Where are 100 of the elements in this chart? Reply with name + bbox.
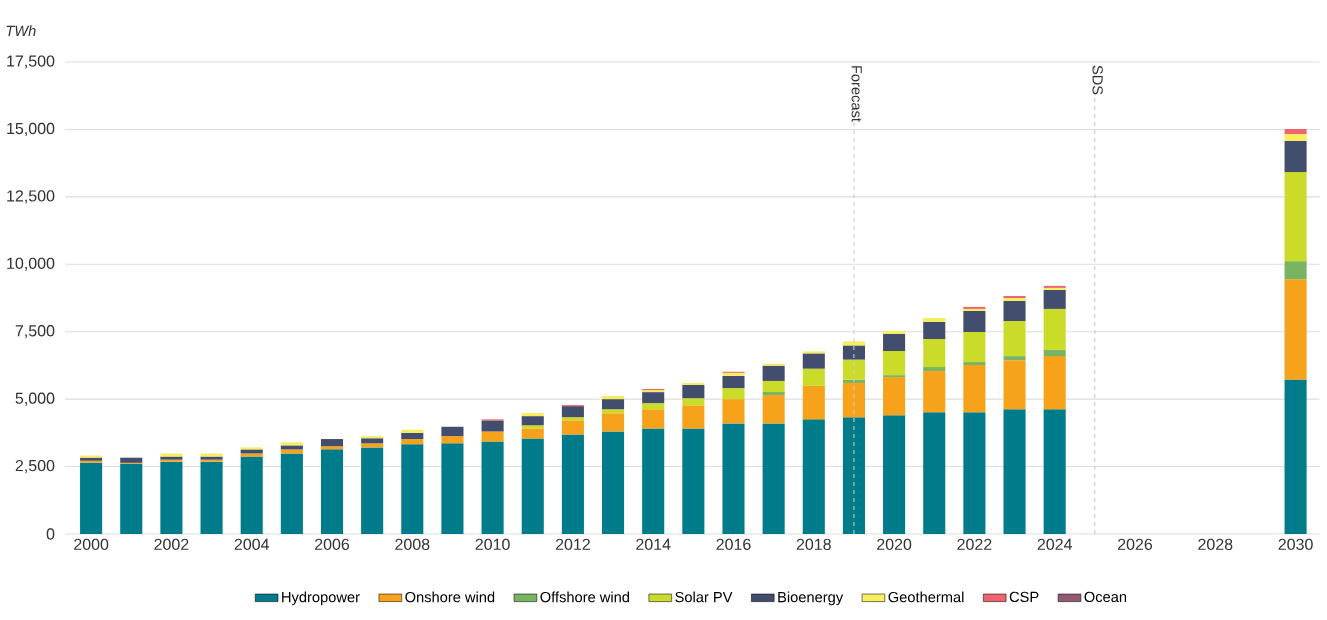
bar	[1284, 141, 1307, 173]
bar	[361, 436, 384, 439]
bar	[883, 375, 906, 378]
x-tick-label: 2028	[1198, 538, 1233, 551]
bar	[320, 439, 344, 447]
x-tick-label: 2022	[957, 538, 992, 551]
bar	[642, 409, 665, 429]
bar	[120, 457, 143, 463]
bar	[762, 380, 785, 392]
bar	[602, 396, 625, 400]
legend-label: Ocean	[1084, 591, 1127, 603]
bar	[521, 428, 544, 439]
x-tick-label: 2016	[716, 538, 751, 551]
bar	[481, 420, 504, 432]
bar	[200, 461, 223, 534]
bar	[883, 334, 906, 351]
x-tick-label: 2004	[234, 538, 270, 551]
bar	[802, 353, 825, 369]
bar	[682, 405, 705, 429]
bar	[361, 443, 384, 448]
y-tick-label: 2,500	[15, 459, 55, 474]
bar	[762, 363, 785, 366]
bar	[1003, 356, 1026, 361]
bar	[441, 436, 464, 444]
bar	[1284, 129, 1307, 134]
x-tick-label: 2006	[315, 538, 350, 551]
bar	[842, 382, 865, 418]
x-tick-label: 2020	[877, 538, 912, 551]
x-tick-label: 2030	[1278, 538, 1313, 551]
bar	[120, 463, 143, 534]
bar	[521, 438, 544, 534]
bar	[682, 428, 705, 534]
bar	[561, 434, 584, 534]
bar	[722, 399, 745, 424]
bar	[802, 351, 825, 354]
bar	[923, 317, 946, 322]
bar	[642, 428, 665, 534]
bar	[481, 441, 504, 534]
bar	[1284, 379, 1307, 534]
legend-label: Offshore wind	[540, 591, 630, 603]
y-tick-label: 15,000	[7, 122, 55, 137]
bar	[802, 368, 825, 386]
bar	[883, 377, 906, 416]
bar	[682, 384, 705, 399]
bar	[802, 385, 825, 420]
bar	[963, 362, 986, 366]
bar	[401, 439, 424, 445]
bar	[883, 415, 906, 534]
bar	[1003, 409, 1026, 534]
bar	[883, 331, 906, 334]
x-tick-label: 2014	[636, 538, 671, 551]
bar	[963, 365, 986, 413]
bar	[602, 431, 625, 534]
bar	[1043, 409, 1066, 534]
y-tick-label: 10,000	[7, 257, 55, 271]
bar	[923, 321, 946, 339]
bar	[1284, 172, 1307, 262]
bar	[842, 341, 865, 346]
x-tick-label: 2008	[395, 538, 430, 551]
bar	[642, 392, 665, 404]
bar	[923, 371, 946, 413]
y-tick-label: 0	[46, 528, 55, 540]
bar	[441, 426, 464, 437]
bar	[240, 456, 263, 534]
bar	[963, 331, 986, 363]
bar	[280, 442, 303, 446]
x-tick-label: 2002	[154, 538, 189, 551]
legend-label: Bioenergy	[778, 591, 844, 606]
y-tick-label: 5,000	[15, 392, 55, 406]
bar	[481, 431, 504, 442]
bar	[762, 365, 785, 381]
bar	[842, 359, 865, 380]
bar	[240, 449, 263, 454]
y-tick-label: 7,500	[15, 325, 55, 339]
x-tick-label: 2024	[1037, 538, 1073, 551]
bar	[280, 445, 303, 450]
bar	[361, 447, 384, 534]
legend-label: Geothermal	[888, 591, 964, 603]
bar	[561, 406, 584, 418]
bar	[602, 409, 625, 414]
y-tick-label: 17,500	[7, 55, 55, 69]
bar	[842, 345, 865, 360]
bar	[561, 420, 584, 435]
bar	[320, 449, 344, 534]
legend-label: Solar PV	[675, 591, 733, 603]
x-tick-label: 2000	[74, 538, 109, 551]
bar	[602, 399, 625, 410]
bar	[401, 444, 424, 534]
y-axis-title: TWh	[6, 25, 36, 36]
bar	[1043, 289, 1066, 309]
bar	[802, 419, 825, 534]
x-tick-label: 2018	[796, 538, 831, 551]
bar	[401, 432, 424, 440]
bar	[1043, 350, 1066, 357]
bar	[762, 423, 785, 534]
legend-label: Hydropower	[282, 591, 360, 606]
bar	[401, 429, 424, 433]
bar	[923, 412, 946, 534]
bar	[642, 403, 665, 410]
bar	[521, 416, 544, 426]
